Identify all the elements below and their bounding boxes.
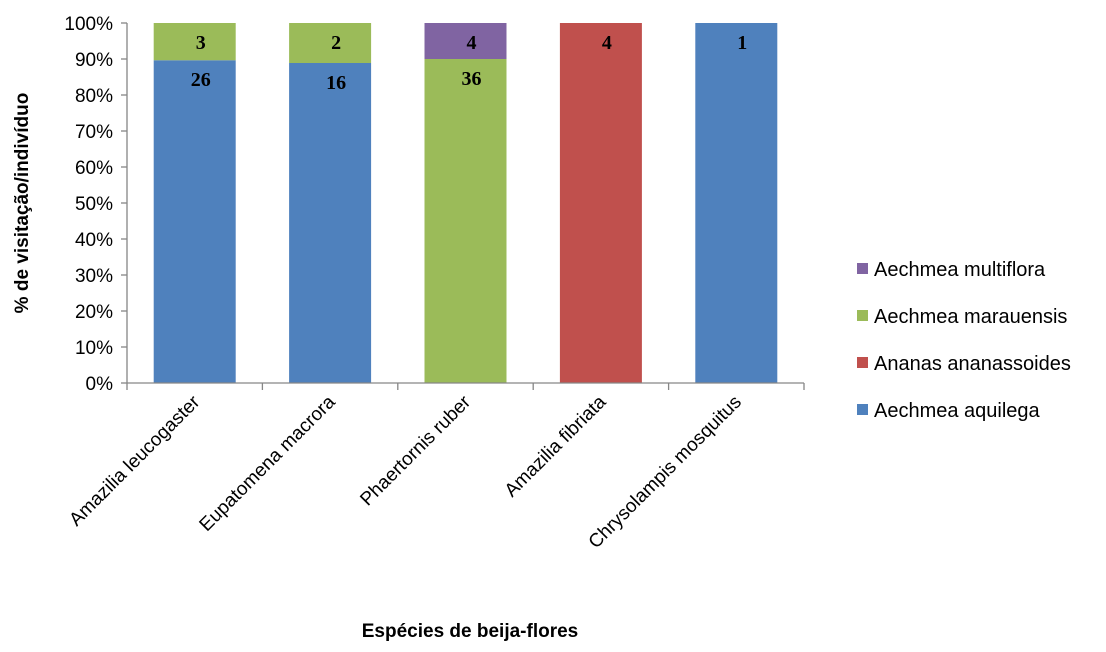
y-tick-label: 50% <box>75 194 113 215</box>
bars-layer <box>153 23 778 383</box>
bar-segment-amazilia-fibriata-ananas-ananassoides <box>559 23 642 383</box>
data-label-amazilia-leucogaster-aechmea-aquilega: 26 <box>191 69 211 91</box>
x-category-label-phaertornis-ruber: Phaertornis ruber <box>356 391 475 510</box>
y-axis-title: % de visitação/indivíduo <box>12 93 33 314</box>
data-label-chrysolampis-mosquitus-aechmea-aquilega: 1 <box>737 32 747 54</box>
x-category-label-amazilia-leucogaster: Amazilia leucogaster <box>65 391 204 530</box>
data-label-eupatomena-macrora-aechmea-aquilega: 16 <box>326 72 346 94</box>
y-tick-label: 100% <box>64 14 113 35</box>
legend-label-ananas-ananassoides: Ananas ananassoides <box>874 353 1071 375</box>
data-label-phaertornis-ruber-aechmea-marauensis: 36 <box>462 68 482 90</box>
bar-segment-phaertornis-ruber-aechmea-marauensis <box>424 59 507 383</box>
x-category-label-amazilia-fibriata: Amazilia fibriata <box>501 391 611 501</box>
legend-swatch-aechmea-multiflora <box>857 263 868 274</box>
legend-swatch-ananas-ananassoides <box>857 357 868 368</box>
y-tick-label: 30% <box>75 266 113 287</box>
bar-segment-eupatomena-macrora-aechmea-marauensis <box>289 23 372 63</box>
y-tick-label: 70% <box>75 122 113 143</box>
y-tick-label: 90% <box>75 50 113 71</box>
x-category-label-chrysolampis-mosquitus: Chrysolampis mosquitus <box>585 392 746 553</box>
data-label-amazilia-fibriata-ananas-ananassoides: 4 <box>602 32 612 54</box>
legend-swatch-aechmea-aquilega <box>857 404 868 415</box>
legend-label-aechmea-marauensis: Aechmea marauensis <box>874 306 1067 328</box>
y-tick-label: 20% <box>75 302 113 323</box>
y-tick-label: 40% <box>75 230 113 251</box>
x-category-label-eupatomena-macrora: Eupatomena macrora <box>196 391 340 535</box>
y-tick-label: 80% <box>75 86 113 107</box>
y-tick-label: 0% <box>86 374 114 395</box>
data-label-amazilia-leucogaster-aechmea-marauensis: 3 <box>196 32 206 54</box>
y-tick-label: 10% <box>75 338 113 359</box>
legend-swatch-aechmea-marauensis <box>857 310 868 321</box>
data-labels-layer: 26 3 16 2 36 4 4 1 <box>191 32 748 94</box>
y-ticks-layer: 0% 10% 20% 30% 40% 50% 60% 70% 80% 90% 100% <box>64 14 127 395</box>
data-label-eupatomena-macrora-aechmea-marauensis: 2 <box>331 32 341 54</box>
bar-segment-chrysolampis-mosquitus-aechmea-aquilega <box>695 23 778 383</box>
data-label-phaertornis-ruber-aechmea-multiflora: 4 <box>467 32 477 54</box>
x-axis-title: Espécies de beija-flores <box>362 621 579 642</box>
bar-segment-amazilia-leucogaster-aechmea-marauensis <box>153 23 236 61</box>
bar-segment-amazilia-leucogaster-aechmea-aquilega <box>153 60 236 383</box>
legend: Aechmea multiflora Aechmea marauensis Anan… <box>857 259 1071 422</box>
bar-segment-phaertornis-ruber-aechmea-multiflora <box>424 23 507 59</box>
bar-segment-eupatomena-macrora-aechmea-aquilega <box>289 63 372 383</box>
y-tick-label: 60% <box>75 158 113 179</box>
legend-label-aechmea-aquilega: Aechmea aquilega <box>874 400 1041 422</box>
legend-label-aechmea-multiflora: Aechmea multiflora <box>874 259 1046 281</box>
